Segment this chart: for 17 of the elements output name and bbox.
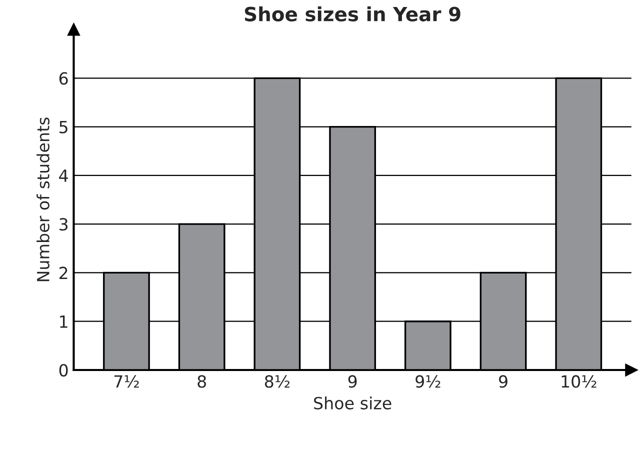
y-tick-label: 2	[59, 266, 68, 280]
y-tick-label: 3	[60, 218, 68, 231]
y-tick-label: 1	[60, 316, 68, 328]
x-tick-label: 8½	[264, 375, 290, 388]
x-tick-label: 8	[198, 375, 206, 388]
x-tick-label: 7½	[114, 375, 139, 388]
x-axis-title: Shoe size	[314, 396, 392, 410]
y-tick-label: 6	[59, 72, 68, 85]
x-tick-label: 9	[499, 375, 508, 388]
y-tick-label: 4	[59, 170, 68, 182]
y-axis-title: Number of students	[36, 118, 50, 282]
x-tick-label: 10½	[562, 375, 596, 388]
chart-title: Shoe sizes in Year 9	[244, 6, 460, 22]
x-tick-label: 9½	[416, 375, 440, 388]
y-tick-label: 5	[60, 120, 68, 134]
y-tick-label: 0	[59, 364, 68, 377]
x-tick-label: 9	[348, 375, 357, 388]
